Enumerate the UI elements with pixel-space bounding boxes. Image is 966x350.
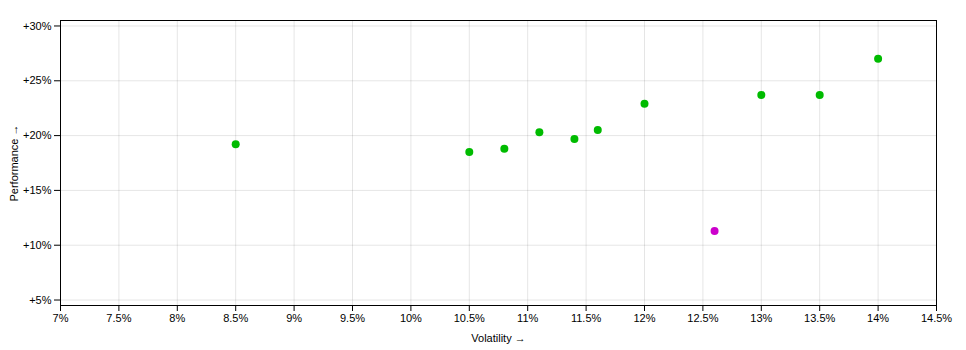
svg-text:14%: 14% (867, 312, 889, 324)
svg-text:+30%: +30% (23, 20, 52, 32)
svg-text:12.5%: 12.5% (687, 312, 718, 324)
svg-text:10.5%: 10.5% (454, 312, 485, 324)
svg-text:+15%: +15% (23, 184, 52, 196)
svg-text:7%: 7% (53, 312, 69, 324)
svg-text:12%: 12% (633, 312, 655, 324)
svg-text:11%: 11% (517, 312, 538, 324)
svg-text:10%: 10% (400, 312, 422, 324)
svg-text:Performance →: Performance → (8, 124, 20, 201)
svg-text:Volatility →: Volatility → (471, 332, 525, 344)
svg-text:9%: 9% (286, 312, 302, 324)
svg-text:14.5%: 14.5% (921, 312, 952, 324)
svg-text:+5%: +5% (29, 294, 52, 306)
svg-text:7.5%: 7.5% (106, 312, 131, 324)
svg-text:8.5%: 8.5% (223, 312, 248, 324)
svg-text:13.5%: 13.5% (804, 312, 835, 324)
svg-text:+20%: +20% (23, 129, 52, 141)
svg-text:8%: 8% (169, 312, 185, 324)
svg-text:+25%: +25% (23, 74, 52, 86)
svg-text:13%: 13% (750, 312, 772, 324)
svg-text:+10%: +10% (23, 239, 52, 251)
svg-text:11.5%: 11.5% (571, 312, 602, 324)
svg-text:9.5%: 9.5% (340, 312, 365, 324)
